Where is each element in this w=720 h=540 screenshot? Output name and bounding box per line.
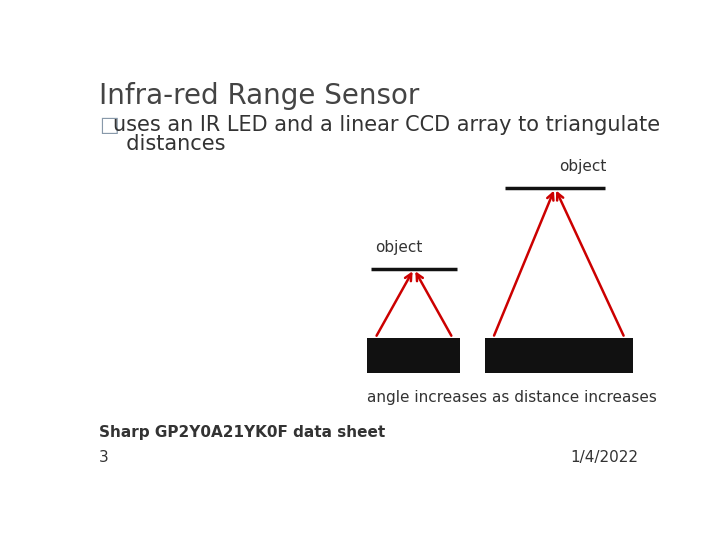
Text: Sharp GP2Y0A21YK0F data sheet: Sharp GP2Y0A21YK0F data sheet — [99, 425, 385, 440]
Text: uses an IR LED and a linear CCD array to triangulate: uses an IR LED and a linear CCD array to… — [113, 115, 660, 135]
Text: angle increases as distance increases: angle increases as distance increases — [367, 390, 657, 405]
Bar — [485, 338, 632, 373]
Text: 3: 3 — [99, 450, 109, 465]
Bar — [367, 338, 461, 373]
Text: Infra-red Range Sensor: Infra-red Range Sensor — [99, 82, 420, 110]
Text: 1/4/2022: 1/4/2022 — [571, 450, 639, 465]
Text: □: □ — [99, 115, 119, 135]
Text: object: object — [375, 240, 423, 255]
Text: distances: distances — [113, 134, 226, 154]
Text: object: object — [559, 159, 606, 174]
